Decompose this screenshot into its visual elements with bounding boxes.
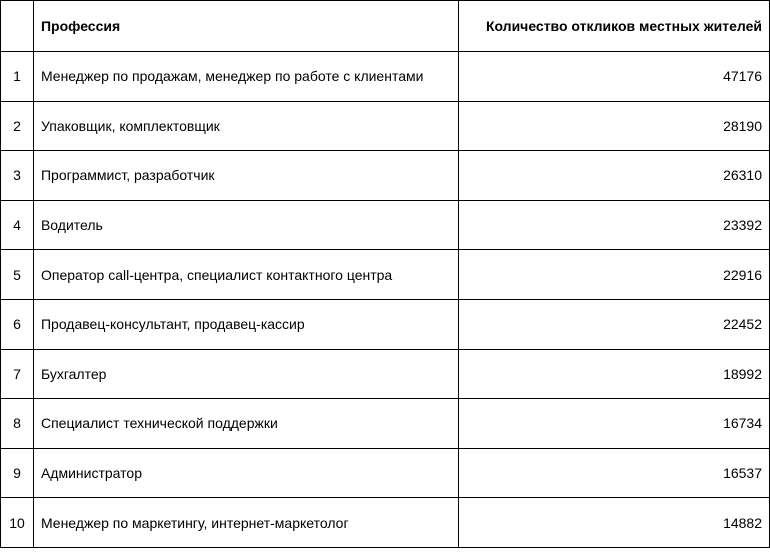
- count-cell: 16537: [458, 447, 770, 499]
- count-cell: 14882: [458, 497, 770, 548]
- profession-cell: Бухгалтер: [32, 348, 460, 400]
- profession-cell: Оператор call-центра, специалист контакт…: [32, 249, 460, 300]
- row-number: 5: [0, 249, 34, 300]
- count-cell: 28190: [458, 100, 770, 152]
- table-row: 8 Специалист технической поддержки 16734: [0, 398, 770, 449]
- profession-cell: Специалист технической поддержки: [32, 398, 460, 449]
- table-row: 1 Менеджер по продажам, менеджер по работ…: [0, 51, 770, 102]
- row-number: 4: [0, 199, 34, 251]
- row-number: 2: [0, 100, 34, 152]
- count-cell: 22452: [458, 298, 770, 350]
- count-cell: 18992: [458, 348, 770, 400]
- count-cell: 22916: [458, 249, 770, 300]
- row-number: 10: [0, 497, 34, 548]
- table-header-row: Профессия Количество откликов местных жи…: [0, 0, 770, 52]
- row-number: 7: [0, 348, 34, 400]
- row-number: 3: [0, 150, 34, 201]
- count-cell: 23392: [458, 199, 770, 251]
- row-number: 8: [0, 398, 34, 449]
- table-row: 2 Упаковщик, комплектовщик 28190: [0, 100, 770, 152]
- row-number: 9: [0, 447, 34, 499]
- table-row: 10 Менеджер по маркетингу, интернет-марке…: [0, 497, 770, 548]
- table-row: 5 Оператор call-центра, специалист контак…: [0, 249, 770, 300]
- row-number: 6: [0, 298, 34, 350]
- profession-cell: Менеджер по продажам, менеджер по работе…: [32, 51, 460, 102]
- table-row: 9 Администратор 16537: [0, 447, 770, 499]
- profession-cell: Продавец-консультант, продавец-кассир: [32, 298, 460, 350]
- profession-cell: Менеджер по маркетингу, интернет-маркето…: [32, 497, 460, 548]
- header-profession: Профессия: [32, 0, 460, 52]
- table-row: 4 Водитель 23392: [0, 199, 770, 251]
- profession-cell: Программист, разработчик: [32, 150, 460, 201]
- profession-cell: Упаковщик, комплектовщик: [32, 100, 460, 152]
- header-number: [0, 0, 34, 52]
- profession-cell: Администратор: [32, 447, 460, 499]
- table-row: 3 Программист, разработчик 26310: [0, 150, 770, 201]
- count-cell: 47176: [458, 51, 770, 102]
- table-row: 7 Бухгалтер 18992: [0, 348, 770, 400]
- profession-cell: Водитель: [32, 199, 460, 251]
- count-cell: 16734: [458, 398, 770, 449]
- table-row: 6 Продавец-консультант, продавец-кассир 22…: [0, 298, 770, 350]
- header-count: Количество откликов местных жителей: [458, 0, 770, 52]
- count-cell: 26310: [458, 150, 770, 201]
- row-number: 1: [0, 51, 34, 102]
